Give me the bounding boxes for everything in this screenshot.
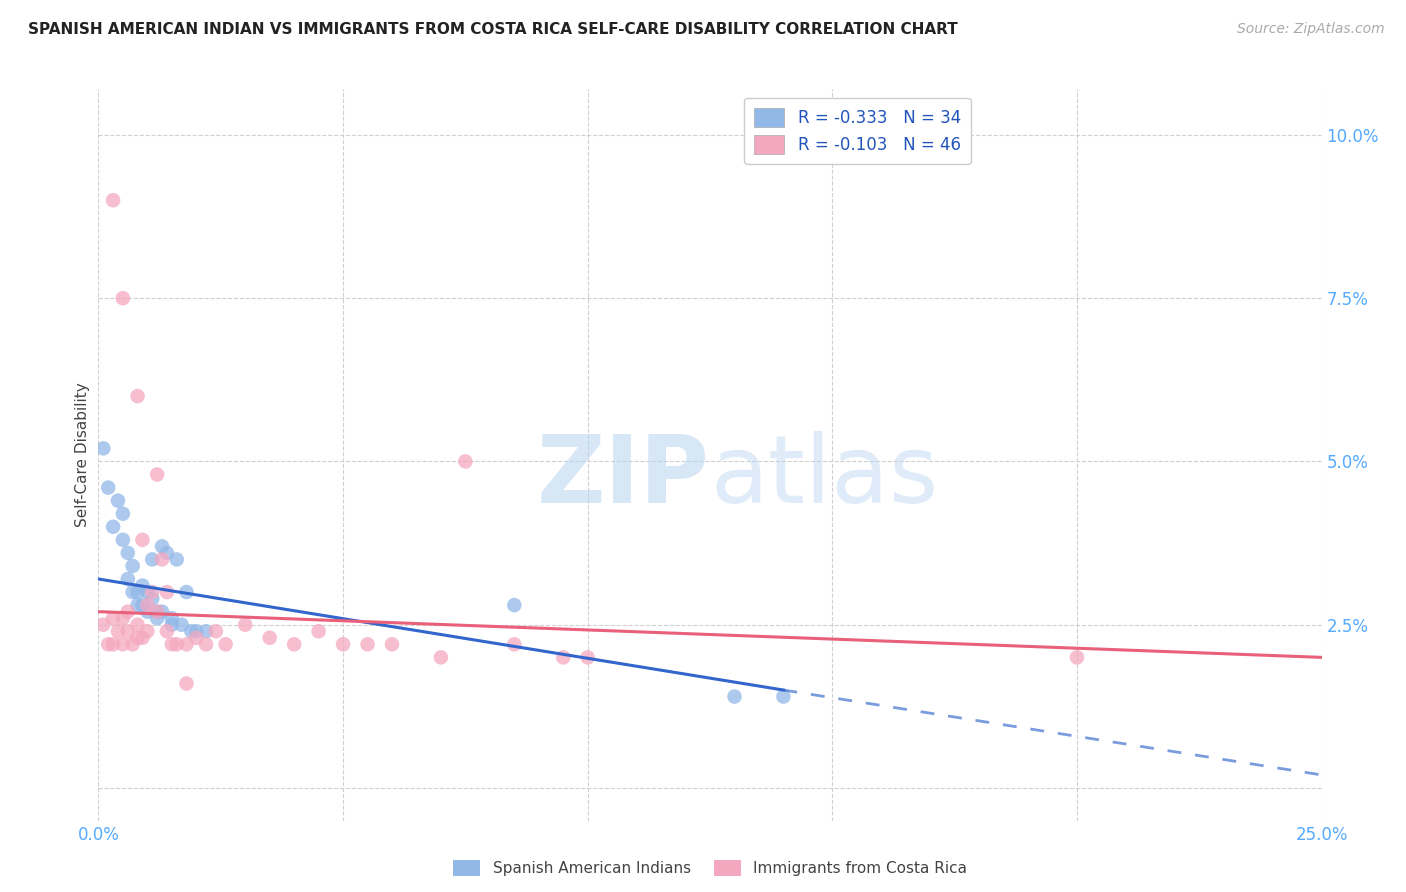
Point	[146, 467, 169, 482]
Point	[111, 533, 134, 547]
Text: Source: ZipAtlas.com: Source: ZipAtlas.com	[1237, 22, 1385, 37]
Point	[186, 631, 208, 645]
Point	[553, 650, 575, 665]
Point	[127, 631, 149, 645]
Point	[146, 605, 169, 619]
Point	[131, 631, 153, 645]
Point	[186, 624, 208, 639]
Point	[160, 611, 183, 625]
Point	[107, 624, 129, 639]
Point	[111, 507, 134, 521]
Point	[233, 617, 256, 632]
Text: SPANISH AMERICAN INDIAN VS IMMIGRANTS FROM COSTA RICA SELF-CARE DISABILITY CORRE: SPANISH AMERICAN INDIAN VS IMMIGRANTS FR…	[28, 22, 957, 37]
Point	[117, 546, 139, 560]
Point	[131, 578, 153, 592]
Point	[111, 291, 134, 305]
Text: atlas: atlas	[710, 431, 938, 523]
Point	[283, 637, 305, 651]
Point	[127, 585, 149, 599]
Point	[150, 605, 173, 619]
Point	[97, 637, 120, 651]
Point	[176, 585, 198, 599]
Point	[117, 605, 139, 619]
Point	[156, 624, 179, 639]
Point	[131, 533, 153, 547]
Point	[121, 637, 143, 651]
Point	[136, 585, 159, 599]
Point	[195, 624, 218, 639]
Point	[111, 637, 134, 651]
Point	[91, 617, 114, 632]
Point	[308, 624, 330, 639]
Point	[121, 558, 143, 573]
Point	[166, 552, 188, 566]
Point	[141, 591, 163, 606]
Point	[772, 690, 794, 704]
Point	[121, 585, 143, 599]
Point	[101, 520, 124, 534]
Point	[146, 611, 169, 625]
Point	[503, 598, 526, 612]
Point	[101, 193, 124, 207]
Point	[166, 637, 188, 651]
Point	[141, 552, 163, 566]
Point	[176, 637, 198, 651]
Point	[454, 454, 477, 468]
Point	[156, 546, 179, 560]
Point	[117, 572, 139, 586]
Point	[170, 617, 193, 632]
Point	[136, 624, 159, 639]
Point	[146, 605, 169, 619]
Point	[259, 631, 281, 645]
Text: ZIP: ZIP	[537, 431, 710, 523]
Point	[101, 611, 124, 625]
Point	[141, 585, 163, 599]
Point	[195, 637, 218, 651]
Point	[97, 481, 120, 495]
Point	[150, 539, 173, 553]
Point	[107, 493, 129, 508]
Point	[111, 611, 134, 625]
Point	[356, 637, 378, 651]
Point	[214, 637, 236, 651]
Point	[576, 650, 599, 665]
Point	[332, 637, 354, 651]
Point	[117, 624, 139, 639]
Point	[723, 690, 745, 704]
Point	[176, 676, 198, 690]
Point	[127, 617, 149, 632]
Point	[430, 650, 453, 665]
Point	[503, 637, 526, 651]
Point	[160, 637, 183, 651]
Point	[160, 617, 183, 632]
Point	[136, 598, 159, 612]
Point	[381, 637, 404, 651]
Point	[205, 624, 228, 639]
Point	[150, 552, 173, 566]
Point	[91, 442, 114, 456]
Point	[156, 585, 179, 599]
Point	[127, 598, 149, 612]
Point	[136, 605, 159, 619]
Point	[180, 624, 202, 639]
Point	[127, 389, 149, 403]
Point	[101, 637, 124, 651]
Point	[1066, 650, 1088, 665]
Legend: Spanish American Indians, Immigrants from Costa Rica: Spanish American Indians, Immigrants fro…	[447, 854, 973, 882]
Y-axis label: Self-Care Disability: Self-Care Disability	[75, 383, 90, 527]
Point	[131, 598, 153, 612]
